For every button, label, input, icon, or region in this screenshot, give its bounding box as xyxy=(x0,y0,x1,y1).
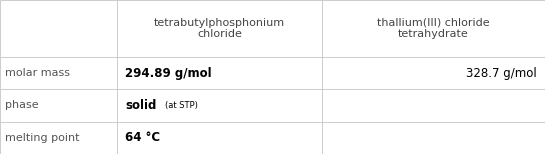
Text: thallium(III) chloride
tetrahydrate: thallium(III) chloride tetrahydrate xyxy=(377,18,489,39)
Text: (at STP): (at STP) xyxy=(165,101,197,110)
Text: 328.7 g/mol: 328.7 g/mol xyxy=(466,67,537,80)
Text: molar mass: molar mass xyxy=(5,68,70,78)
Text: 64 °C: 64 °C xyxy=(125,131,160,144)
Text: tetrabutylphosphonium
chloride: tetrabutylphosphonium chloride xyxy=(154,18,285,39)
Text: phase: phase xyxy=(5,101,39,110)
Text: solid: solid xyxy=(125,99,157,112)
Text: melting point: melting point xyxy=(5,133,80,143)
Text: 294.89 g/mol: 294.89 g/mol xyxy=(125,67,212,80)
